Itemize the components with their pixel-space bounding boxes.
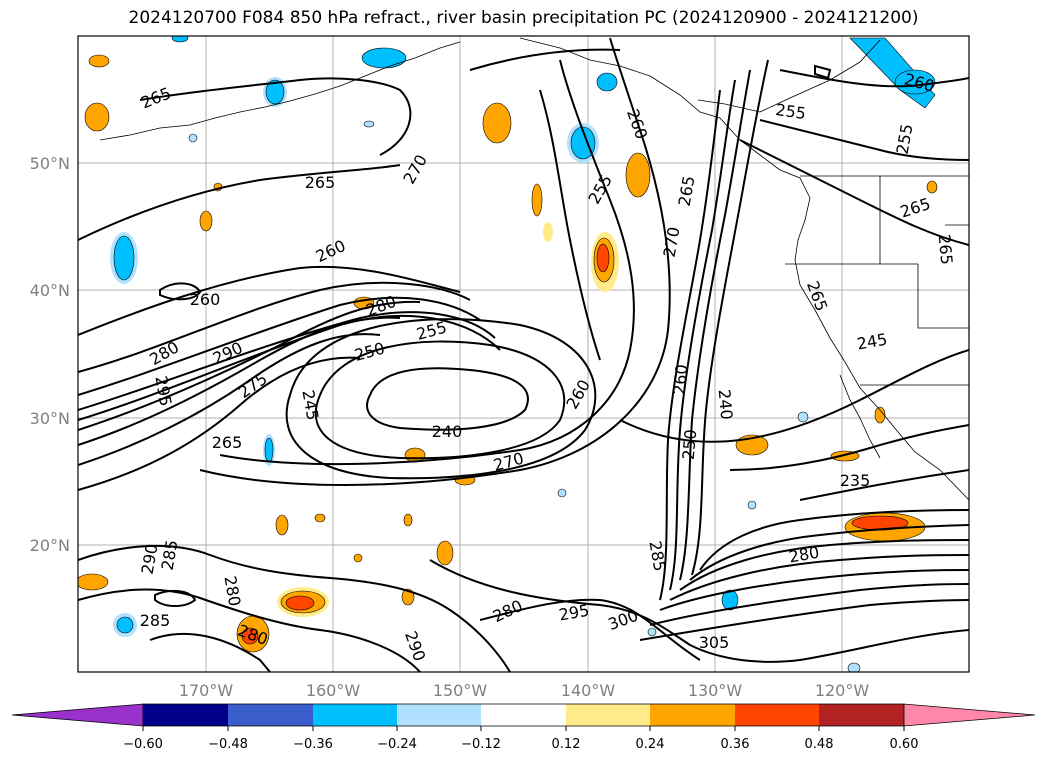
contour-label: 305	[699, 633, 730, 652]
contour-label: 240	[715, 388, 737, 420]
precip-blob-negative	[264, 437, 274, 463]
precip-blob-positive	[482, 102, 512, 144]
contour-label: 260	[190, 290, 221, 309]
map-frame	[77, 35, 970, 673]
colorbar-tick-label: 0.36	[721, 737, 750, 752]
lat-label: 20°N	[30, 536, 70, 555]
precip-blob-positive	[285, 595, 315, 611]
precip-blob-positive	[401, 588, 415, 606]
precipitation-fields	[78, 36, 938, 672]
colorbar-tick-label: 0.60	[890, 737, 919, 752]
contour-label: 260	[670, 363, 692, 395]
colorbar-segment	[228, 704, 313, 726]
precip-blob-negative	[171, 36, 189, 43]
lat-label: 50°N	[30, 154, 70, 173]
precip-blob-positive	[314, 513, 326, 523]
colorbar-tick-label: −0.24	[377, 737, 417, 752]
colorbar-segment	[735, 704, 819, 726]
lat-label: 30°N	[30, 409, 70, 428]
lat-label: 40°N	[30, 281, 70, 300]
colorbar: −0.60 −0.48 −0.36 −0.24 −0.12 0.12 0.24 …	[11, 703, 1036, 752]
precip-blob-negative	[188, 133, 198, 143]
precip-blob-negative	[113, 235, 135, 281]
precip-blob-negative	[747, 500, 757, 510]
precip-blob-positive	[353, 553, 363, 563]
colorbar-tick-label: −0.12	[461, 737, 501, 752]
lon-label: 140°W	[561, 681, 616, 700]
colorbar-tick-label: −0.48	[208, 737, 248, 752]
colorbar-segment	[819, 704, 904, 726]
precip-blob-positive	[199, 210, 213, 232]
coastlines	[99, 37, 969, 501]
precip-blob-positive	[596, 243, 610, 273]
precip-blob-positive	[84, 102, 110, 132]
precip-blob-negative	[557, 488, 567, 498]
contour-label: 265	[935, 233, 957, 265]
contour-label: 285	[140, 611, 171, 630]
precip-blob-negative	[797, 411, 809, 423]
contour-label: 265	[212, 433, 243, 452]
lon-label: 120°W	[815, 681, 870, 700]
latitude-labels: 50°N 40°N 30°N 20°N	[30, 154, 70, 555]
longitude-labels: 170°W 160°W 150°W 140°W 130°W 120°W	[179, 681, 870, 700]
contour-label: 265	[305, 173, 336, 192]
precip-blob-positive	[275, 514, 289, 536]
colorbar-segment	[397, 704, 481, 726]
precip-blob-negative	[363, 120, 375, 128]
precip-blob-negative	[596, 72, 618, 92]
precip-blob-negative	[361, 47, 407, 69]
colorbar-tick-label: 0.48	[805, 737, 834, 752]
colorbar-tick-label: −0.36	[293, 737, 333, 752]
precip-blob-negative	[265, 79, 285, 105]
precip-blob-positive	[874, 406, 886, 424]
precip-blob-negative	[721, 589, 739, 611]
refractivity-contours	[78, 37, 969, 672]
colorbar-segment	[143, 704, 228, 726]
precip-blob-positive	[543, 222, 553, 242]
precip-blob-positive	[241, 627, 259, 645]
colorbar-tick-label: 0.24	[636, 737, 665, 752]
colorbar-tick-label: 0.12	[552, 737, 581, 752]
precip-blob-negative	[647, 627, 657, 637]
colorbar-segment	[566, 704, 650, 726]
lon-label: 130°W	[688, 681, 743, 700]
precip-blob-positive	[403, 513, 413, 527]
map-title: 2024120700 F084 850 hPa refract., river …	[128, 8, 919, 28]
lon-label: 160°W	[306, 681, 361, 700]
precip-blob-negative	[570, 126, 596, 160]
colorbar-segment	[313, 704, 397, 726]
contour-label: 235	[840, 471, 871, 490]
lon-label: 150°W	[433, 681, 488, 700]
contour-label: 255	[774, 100, 807, 123]
contour-label: 240	[432, 422, 463, 441]
contour-label: 250	[679, 428, 701, 460]
precip-blob-positive	[625, 152, 651, 198]
lon-label: 170°W	[179, 681, 234, 700]
precip-blob-negative	[847, 662, 861, 672]
colorbar-tick-label: −0.60	[123, 737, 163, 752]
precip-blob-negative	[894, 69, 936, 95]
precip-blob-positive	[78, 573, 109, 591]
precip-blob-positive	[88, 54, 110, 68]
precip-blob-negative	[116, 616, 134, 634]
colorbar-segment	[481, 704, 566, 726]
precip-blob-positive	[436, 540, 454, 566]
precip-blob-positive	[926, 180, 938, 194]
precip-blob-positive	[531, 183, 543, 217]
colorbar-arrow-right	[903, 703, 1036, 727]
colorbar-segment	[650, 704, 735, 726]
colorbar-arrow-left	[11, 703, 144, 727]
